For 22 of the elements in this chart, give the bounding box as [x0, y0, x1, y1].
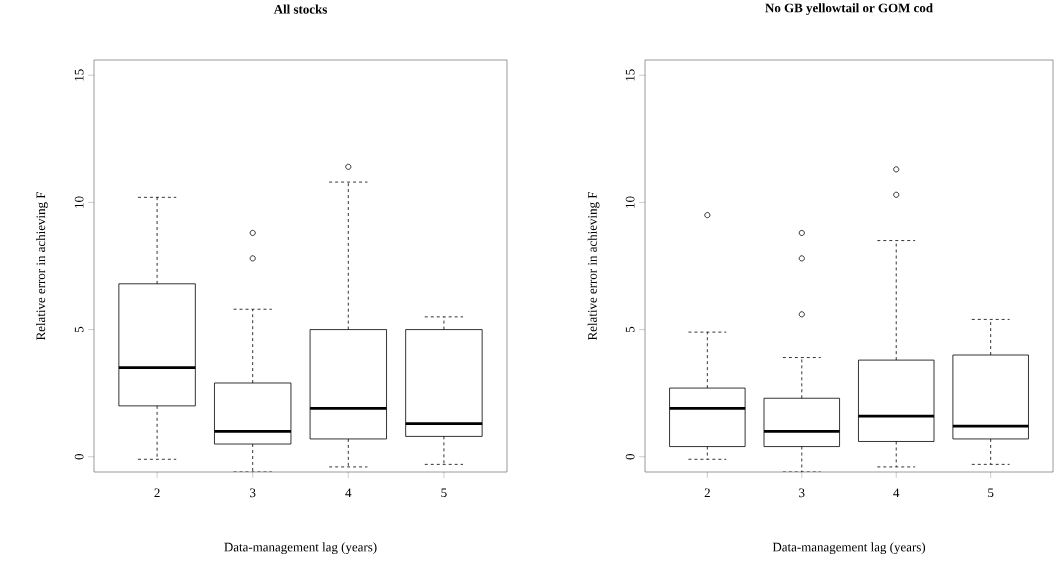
y-tick-label: 10: [74, 196, 84, 208]
x-tick-label: 4: [345, 488, 352, 498]
y-tick-label: 15: [625, 69, 635, 81]
y-tick-label: 0: [625, 453, 635, 460]
x-tick-label: 3: [250, 488, 256, 498]
x-axis-title: Data-management lag (years): [224, 542, 377, 555]
x-tick-label: 5: [988, 488, 994, 498]
y-tick-label: 15: [74, 69, 84, 81]
x-tick-label: 3: [799, 488, 805, 498]
x-tick-label: 2: [704, 488, 710, 498]
y-tick-label: 10: [625, 196, 635, 208]
y-axis-title: Relative error in achieving F: [587, 192, 600, 341]
chart-title: All stocks: [273, 4, 327, 14]
y-tick-label: 5: [625, 326, 635, 333]
y-tick-label: 0: [74, 453, 84, 460]
y-tick-label: 5: [74, 326, 84, 333]
y-axis-title: Relative error in achieving F: [36, 192, 48, 341]
x-tick-label: 5: [441, 488, 447, 498]
x-tick-label: 2: [154, 488, 160, 498]
x-tick-label: 4: [893, 488, 900, 498]
chart-title: No GB yellowtail or GOM cod: [765, 3, 933, 16]
x-axis-title: Data-management lag (years): [772, 542, 926, 555]
